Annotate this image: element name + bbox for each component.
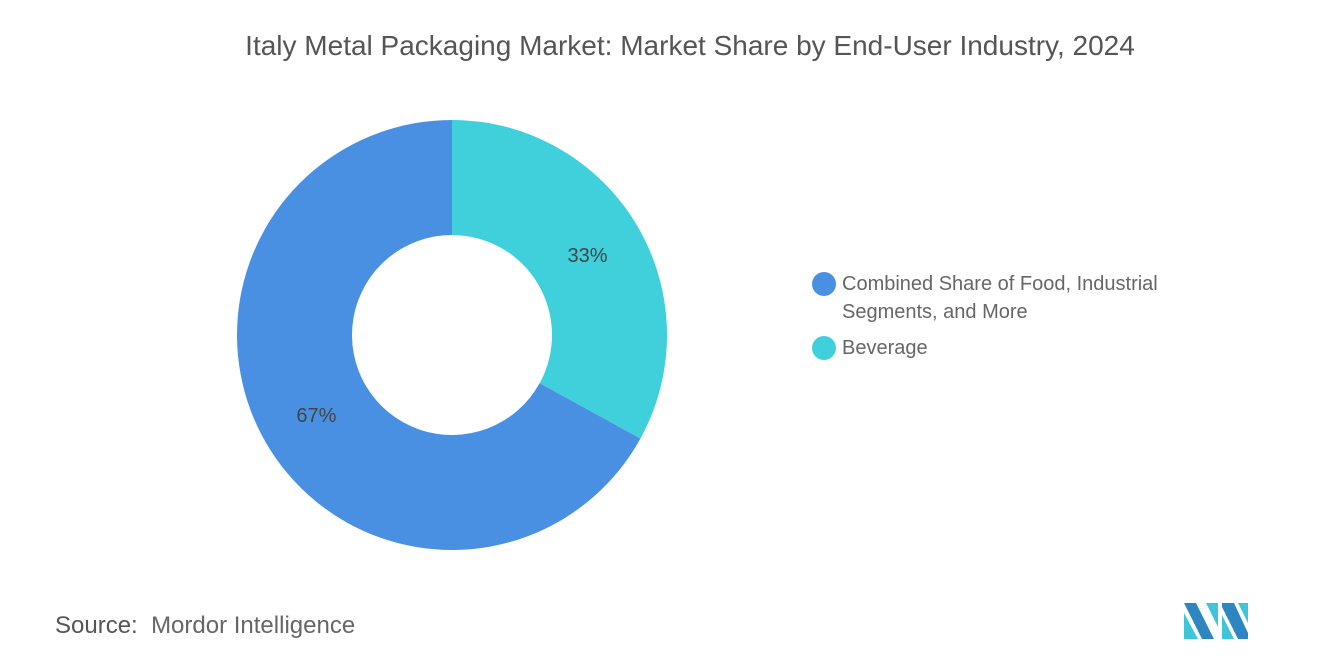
legend-swatch bbox=[812, 272, 836, 296]
legend-swatch bbox=[812, 336, 836, 360]
legend: Combined Share of Food, Industrial Segme… bbox=[812, 270, 1162, 370]
chart-title: Italy Metal Packaging Market: Market Sha… bbox=[245, 30, 1135, 61]
donut-slice bbox=[452, 120, 667, 439]
source-label: Source: bbox=[55, 612, 138, 639]
source: Source: Mordor Intelligence bbox=[55, 612, 355, 640]
mordor-logo bbox=[1184, 603, 1248, 639]
legend-item: Combined Share of Food, Industrial Segme… bbox=[812, 270, 1162, 326]
legend-label: Combined Share of Food, Industrial Segme… bbox=[842, 273, 1158, 323]
data-label: 67% bbox=[296, 405, 336, 427]
data-label: 33% bbox=[568, 245, 608, 267]
legend-item: Beverage bbox=[812, 334, 1162, 362]
source-value: Mordor Intelligence bbox=[151, 612, 356, 639]
donut-slice bbox=[236, 120, 641, 550]
legend-label: Beverage bbox=[842, 337, 928, 359]
